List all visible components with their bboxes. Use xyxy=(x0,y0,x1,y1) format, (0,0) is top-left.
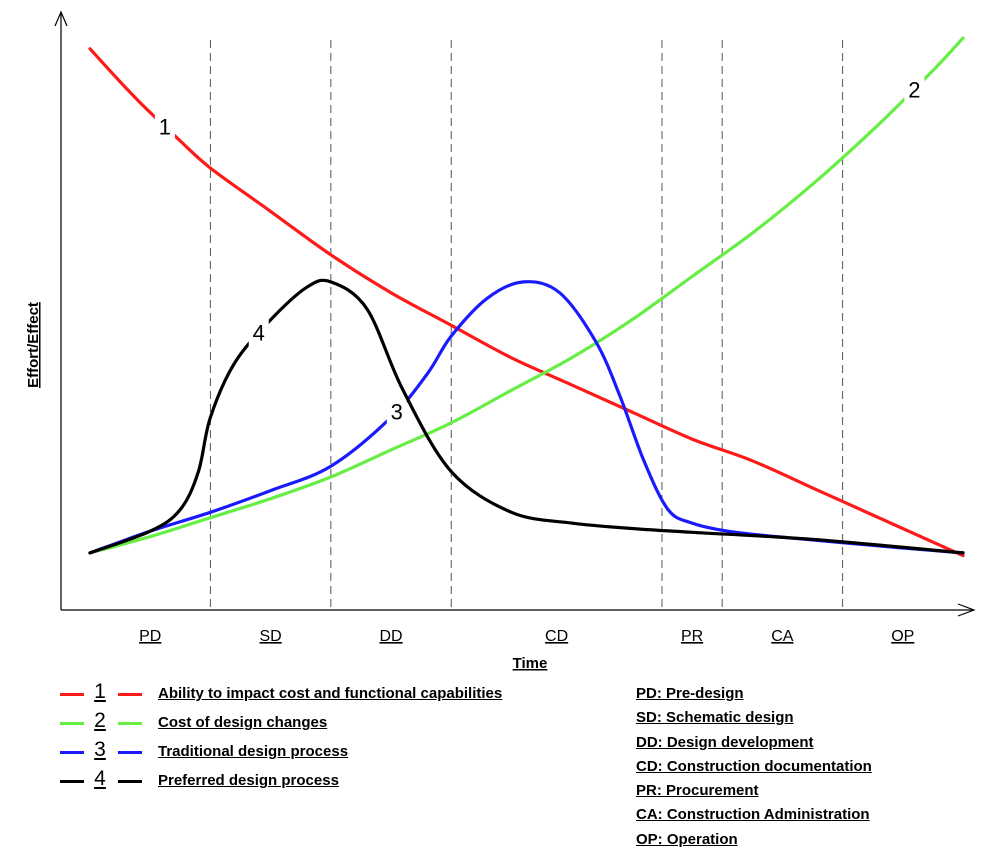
legend-number: 1 xyxy=(94,680,106,703)
legend-item: 1 Ability to impact cost and functional c… xyxy=(58,680,618,706)
legend-line-right xyxy=(118,693,142,696)
legend-item: 4 Preferred design process xyxy=(58,767,618,793)
phase-divider-lines xyxy=(209,40,844,608)
x-axis-title: Time xyxy=(513,655,548,672)
legend-label: Preferred design process xyxy=(158,772,339,789)
legend-line-right xyxy=(118,722,142,725)
curves: 1 2 3 4 xyxy=(88,36,965,558)
legend-label: Ability to impact cost and functional ca… xyxy=(158,685,503,702)
legend-line-left xyxy=(60,693,84,696)
y-axis-title: Effort/Effect xyxy=(25,302,42,388)
phase-abbreviation: OP: Operation xyxy=(636,830,738,848)
legend-label: Cost of design changes xyxy=(158,714,328,731)
curve-label-backing xyxy=(248,318,269,347)
phase-abbreviation: SD: Schematic design xyxy=(636,709,794,727)
effort-effect-chart: 1 2 3 4 PD SD DD CD PR CA OP Effort/Effect Time xyxy=(25,10,976,672)
curve-3 xyxy=(88,280,965,555)
curve-number-label: 3 xyxy=(391,400,403,425)
legend-label: Traditional design process xyxy=(158,743,349,760)
legend-item: 3 Traditional design process xyxy=(58,738,618,764)
curve-1 xyxy=(88,47,965,558)
phase-tick-label: PD xyxy=(139,628,161,645)
curve-label-backing xyxy=(386,397,407,426)
phase-abbreviation-list: PD: Pre-design SD: Schematic design DD: De… xyxy=(636,684,872,854)
curve-number-label: 4 xyxy=(253,320,265,345)
x-axis-arrow xyxy=(957,603,976,617)
legend-number: 3 xyxy=(94,738,106,761)
legend-line-left xyxy=(60,722,84,725)
phase-abbreviation: CD: Construction documentation xyxy=(636,757,872,775)
curve-4 xyxy=(88,278,965,555)
phase-tick-label: SD xyxy=(260,628,282,645)
y-axis-arrow xyxy=(54,10,68,27)
legend-line-right xyxy=(118,751,142,754)
phase-abbreviation: PD: Pre-design xyxy=(636,685,744,702)
curve-2 xyxy=(88,36,965,555)
legend-item: 2 Cost of design changes xyxy=(58,709,618,735)
legend-line-left xyxy=(60,751,84,754)
phase-tick-labels: PD SD DD CD PR CA OP xyxy=(139,628,914,645)
axes xyxy=(54,10,976,617)
phase-tick-label: CD xyxy=(545,628,568,645)
curve-label-backing xyxy=(904,75,925,104)
legend-line-right xyxy=(118,780,142,783)
phase-tick-label: PR xyxy=(681,628,703,645)
phase-tick-label: DD xyxy=(379,628,402,645)
phase-abbreviation: PR: Procurement xyxy=(636,782,759,800)
phase-abbreviation: DD: Design development xyxy=(636,733,814,751)
phase-abbreviation: CA: Construction Administration xyxy=(636,806,870,824)
curve-number-label: 2 xyxy=(908,77,920,102)
legend-number: 2 xyxy=(94,709,106,732)
phase-tick-label: OP xyxy=(891,628,914,645)
phase-tick-label: CA xyxy=(771,628,794,645)
legend-number: 4 xyxy=(94,767,106,790)
legend-line-left xyxy=(60,780,84,783)
curve-number-label: 1 xyxy=(159,115,171,140)
curve-label-backing xyxy=(154,112,175,141)
